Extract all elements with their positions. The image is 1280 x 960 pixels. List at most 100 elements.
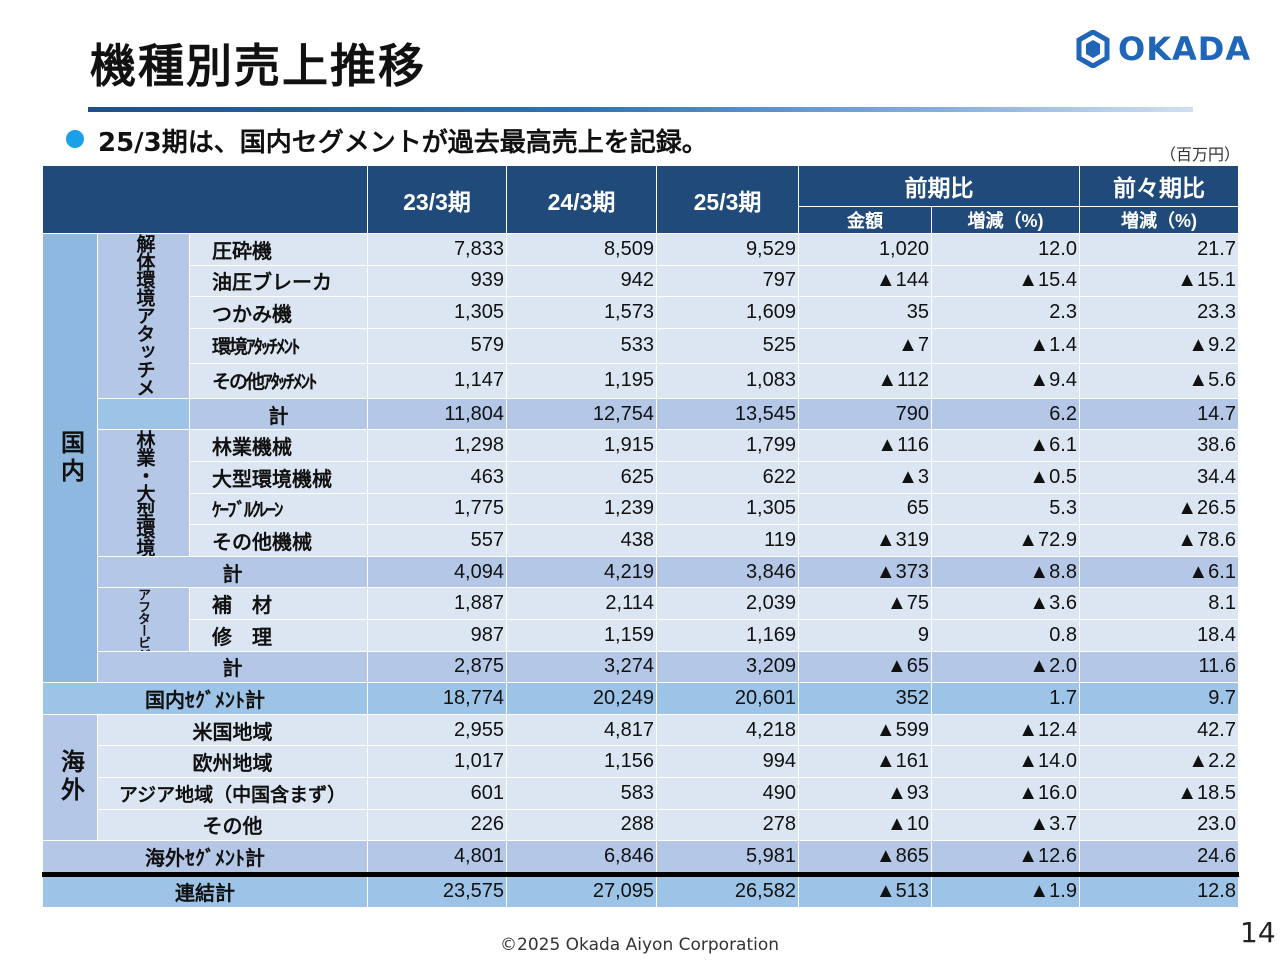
value-cell: 12.8	[1079, 871, 1239, 909]
value-cell: 3,274	[506, 650, 657, 684]
row-label: その他機械	[189, 524, 368, 557]
value-cell: 533	[506, 327, 657, 364]
row-label: ｹｰﾌﾞﾙｸﾚｰﾝ	[189, 492, 368, 526]
row-label: 米国地域	[97, 713, 368, 747]
header-yoy: 前期比	[798, 165, 1080, 207]
value-cell: 21.7	[1079, 233, 1239, 266]
value-cell: ▲8.8	[931, 555, 1080, 589]
row-label: 補 材	[189, 587, 368, 620]
value-cell: ▲116	[798, 429, 932, 462]
title-divider	[88, 107, 1193, 112]
group-aftermarket: アフタービジネス	[97, 587, 190, 652]
value-cell: ▲865	[798, 840, 932, 875]
row-label: 林業機械	[189, 429, 368, 462]
value-cell: 1,169	[656, 618, 799, 652]
value-cell: ▲1.9	[931, 871, 1080, 909]
value-cell: 20,249	[506, 682, 657, 715]
value-cell: 1,083	[656, 362, 799, 399]
headline: 25/3期は、国内セグメントが過去最高売上を記録。	[98, 128, 708, 158]
segment-overseas: 海外	[42, 713, 98, 842]
value-cell: 583	[506, 776, 657, 810]
value-cell: 1,020	[798, 233, 932, 266]
value-cell: ▲12.4	[931, 713, 1080, 747]
value-cell: 438	[506, 524, 657, 557]
value-cell: 1.7	[931, 682, 1080, 715]
value-cell: ▲93	[798, 776, 932, 810]
value-cell: ▲2.0	[931, 650, 1080, 684]
value-cell: 4,218	[656, 713, 799, 747]
value-cell: ▲78.6	[1079, 524, 1239, 557]
value-cell: ▲112	[798, 362, 932, 399]
value-cell: ▲3.6	[931, 587, 1080, 620]
value-cell: ▲319	[798, 524, 932, 557]
value-cell: ▲65	[798, 650, 932, 684]
value-cell: ▲16.0	[931, 776, 1080, 810]
header-change-pct2: 増減（%)	[1079, 206, 1239, 234]
value-cell: ▲14.0	[931, 745, 1080, 778]
value-cell: 463	[367, 460, 507, 494]
value-cell: 23.0	[1079, 808, 1239, 842]
value-cell: ▲7	[798, 327, 932, 364]
value-cell: 1,573	[506, 296, 657, 329]
value-cell: 6.2	[931, 397, 1080, 431]
row-label: 修 理	[189, 618, 368, 652]
spacer-cell	[97, 397, 190, 431]
value-cell: 5,981	[656, 840, 799, 875]
company-logo: OKADA	[1076, 30, 1251, 68]
value-cell: ▲513	[798, 871, 932, 909]
header-corner	[42, 165, 368, 234]
value-cell: 8,509	[506, 233, 657, 266]
value-cell: 5.3	[931, 492, 1080, 526]
header-yoy2: 前々期比	[1079, 165, 1239, 207]
row-label: 油圧ブレーカ	[189, 264, 368, 298]
unit-label: （百万円）	[1160, 145, 1241, 164]
value-cell: 8.1	[1079, 587, 1239, 620]
value-cell: 1,775	[367, 492, 507, 526]
value-cell: 352	[798, 682, 932, 715]
value-cell: 622	[656, 460, 799, 494]
row-label: 連結計	[42, 871, 368, 909]
value-cell: 1,159	[506, 618, 657, 652]
value-cell: 23.3	[1079, 296, 1239, 329]
value-cell: ▲599	[798, 713, 932, 747]
value-cell: ▲18.5	[1079, 776, 1239, 810]
value-cell: 1,887	[367, 587, 507, 620]
row-label: 環境ｱﾀｯﾁﾒﾝﾄ	[189, 327, 368, 364]
value-cell: ▲1.4	[931, 327, 1080, 364]
value-cell: ▲9.4	[931, 362, 1080, 399]
value-cell: 35	[798, 296, 932, 329]
segment-domestic: 国内	[42, 232, 98, 684]
value-cell: ▲161	[798, 745, 932, 778]
row-label: 計	[189, 397, 368, 431]
value-cell: 4,801	[367, 840, 507, 875]
group-forestry: 林業・大型環境機械他	[97, 429, 190, 557]
copyright: ©2025 Okada Aiyon Corporation	[500, 935, 780, 955]
bullet-dot-icon	[66, 130, 84, 148]
value-cell: 6,846	[506, 840, 657, 875]
value-cell: 38.6	[1079, 429, 1239, 462]
row-label: 欧州地域	[97, 745, 368, 778]
value-cell: 9	[798, 618, 932, 652]
value-cell: 987	[367, 618, 507, 652]
row-label: 計	[97, 555, 368, 589]
value-cell: 1,298	[367, 429, 507, 462]
value-cell: 579	[367, 327, 507, 364]
value-cell: 2,875	[367, 650, 507, 684]
value-cell: 42.7	[1079, 713, 1239, 747]
value-cell: 2,955	[367, 713, 507, 747]
value-cell: 34.4	[1079, 460, 1239, 494]
value-cell: 65	[798, 492, 932, 526]
header-amount: 金額	[798, 206, 932, 234]
value-cell: 790	[798, 397, 932, 431]
value-cell: 1,305	[656, 492, 799, 526]
group-dismantling: 解体環境アタッチメント	[97, 233, 190, 399]
value-cell: 23,575	[367, 871, 507, 909]
value-cell: ▲26.5	[1079, 492, 1239, 526]
header-fy23: 23/3期	[367, 165, 507, 234]
row-label: 海外ｾｸﾞﾒﾝﾄ計	[42, 840, 368, 875]
value-cell: 1,147	[367, 362, 507, 399]
value-cell: 18.4	[1079, 618, 1239, 652]
value-cell: ▲3.7	[931, 808, 1080, 842]
value-cell: 11.6	[1079, 650, 1239, 684]
sales-table: 23/3期 24/3期 25/3期 前期比 前々期比 金額 増減（%) 増減（%…	[42, 165, 1239, 909]
